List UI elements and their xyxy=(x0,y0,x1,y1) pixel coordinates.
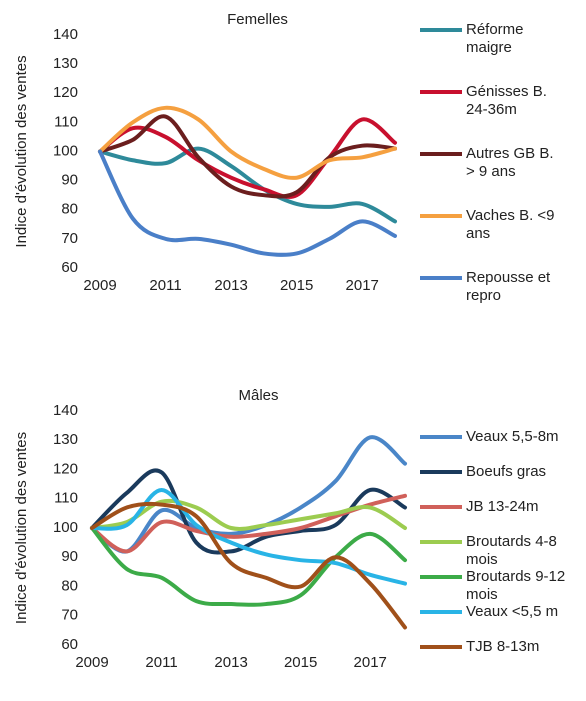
series-line xyxy=(98,105,397,180)
series-line xyxy=(98,146,397,224)
legend-label: Veaux <5,5 m xyxy=(466,603,559,620)
y-tick-label: 90 xyxy=(61,172,78,189)
y-tick-label: 120 xyxy=(53,84,78,101)
x-tick-label: 2011 xyxy=(145,654,177,671)
series-line xyxy=(98,117,397,199)
y-tick-label: 100 xyxy=(53,142,78,159)
series-line xyxy=(90,498,407,531)
y-axis-label: Indice d'évolution des ventes xyxy=(13,55,30,247)
y-tick-label: 100 xyxy=(53,519,78,536)
legend-label: Broutards 9-12 mois xyxy=(466,568,566,603)
legend-label: Génisses B. 24-36m xyxy=(466,83,547,118)
y-tick-label: 110 xyxy=(54,113,78,130)
x-tick-label: 2015 xyxy=(280,277,313,294)
y-tick-label: 80 xyxy=(61,201,78,218)
y-tick-label: 90 xyxy=(61,548,78,565)
legend-label: Boeufs gras xyxy=(466,463,547,480)
legend-label: Vaches B. <9 ans xyxy=(466,207,555,242)
x-tick-label: 2017 xyxy=(354,654,387,671)
x-tick-label: 2013 xyxy=(214,654,247,671)
series-line xyxy=(98,149,397,257)
series-line xyxy=(90,501,407,630)
x-tick-label: 2009 xyxy=(75,654,108,671)
y-tick-label: 60 xyxy=(61,636,78,653)
legend-label: TJB 8-13m xyxy=(466,638,540,655)
legend-label: JB 13-24m xyxy=(466,498,539,515)
series-line xyxy=(98,114,397,199)
chart-title: Femelles xyxy=(227,11,288,28)
y-axis-label: Indice d'évolution des ventes xyxy=(13,432,30,624)
chart-title: Mâles xyxy=(238,387,278,404)
y-tick-label: 140 xyxy=(53,402,78,419)
legend-label: Repousse et repro xyxy=(466,269,551,304)
y-tick-label: 110 xyxy=(54,490,78,507)
x-tick-label: 2015 xyxy=(284,654,317,671)
y-tick-label: 130 xyxy=(53,55,78,72)
legend-label: Veaux 5,5-8m xyxy=(466,428,559,445)
y-tick-label: 140 xyxy=(53,26,78,43)
x-tick-label: 2013 xyxy=(214,277,247,294)
x-tick-label: 2011 xyxy=(149,277,181,294)
y-tick-label: 70 xyxy=(61,607,78,624)
legend-label: Réforme maigre xyxy=(466,21,524,56)
series-line xyxy=(90,526,407,607)
y-tick-label: 120 xyxy=(53,460,78,477)
series-line xyxy=(90,435,407,554)
legend-label: Autres GB B. > 9 ans xyxy=(466,145,554,180)
y-tick-label: 80 xyxy=(61,577,78,594)
y-tick-label: 60 xyxy=(61,259,78,276)
x-tick-label: 2009 xyxy=(83,277,116,294)
y-tick-label: 70 xyxy=(61,230,78,247)
legend-label: Broutards 4-8 mois xyxy=(466,533,557,568)
x-tick-label: 2017 xyxy=(346,277,379,294)
y-tick-label: 130 xyxy=(53,431,78,448)
